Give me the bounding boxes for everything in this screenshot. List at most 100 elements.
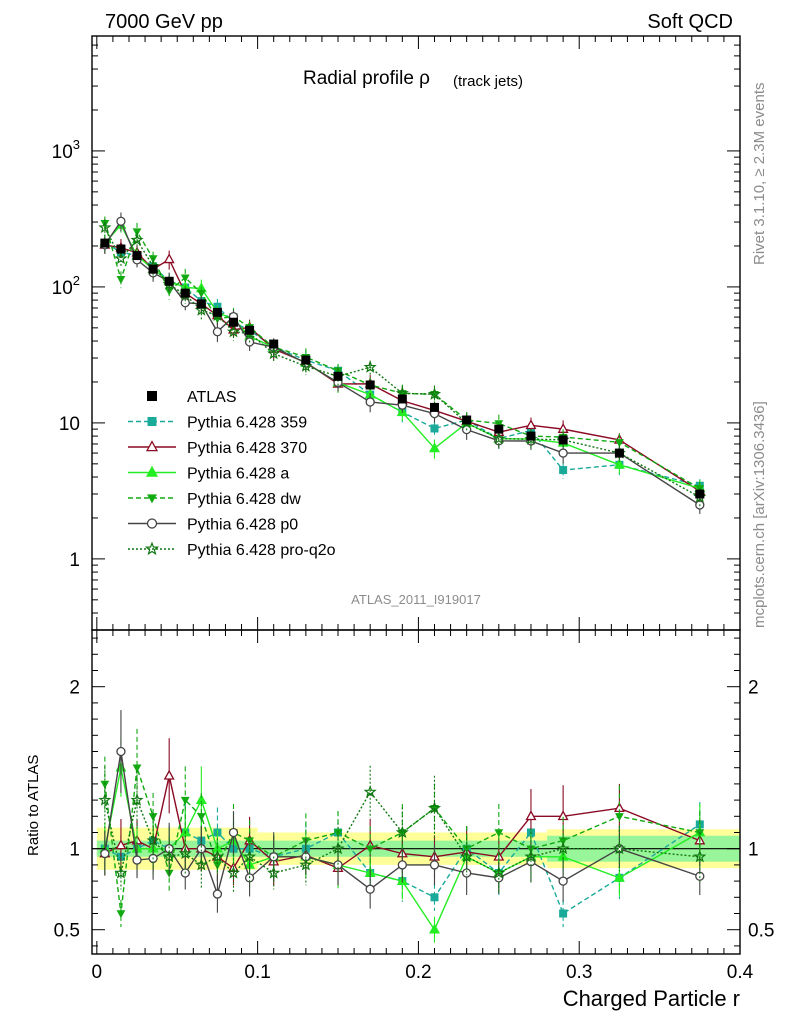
legend-marker [146,518,158,529]
data-point-ratio [492,866,506,879]
ratio-y-tick-label: 1 [69,840,80,861]
data-point-ratio [427,801,442,814]
legend-marker [145,440,159,452]
data-point-ratio [559,909,568,918]
data-point-main [267,346,281,360]
atlas-data-point [333,371,343,381]
legend-entry: Pythia 6.428 370 [128,440,307,457]
legend-entry: Pythia 6.428 p0 [128,517,298,534]
data-point-ratio [115,839,127,850]
series-line-ratio [104,790,700,874]
data-point-ratio [163,769,175,780]
x-tick-label: 0.3 [566,962,592,983]
data-point-ratio [116,746,126,757]
legend-label: Pythia 6.428 pro-q2o [187,542,336,559]
data-point-ratio [524,849,538,863]
series-atlas [100,238,705,499]
data-point-ratio [243,849,257,863]
x-tick-label: 0 [92,962,103,983]
data-point-ratio [429,860,440,870]
data-point-main [613,458,625,469]
atlas-data-point [164,276,174,286]
data-point-ratio [363,785,377,798]
data-point-main [299,359,313,372]
atlas-data-point [116,244,126,254]
data-point-ratio [556,841,570,855]
data-point-main [615,439,624,448]
atlas-data-point [148,264,158,274]
data-point-ratio [615,813,624,822]
legend-entry: Pythia 6.428 a [128,466,289,483]
data-point-ratio [397,860,407,870]
data-point-ratio [162,849,176,863]
data-point-ratio [693,849,707,863]
atlas-data-point [365,380,375,390]
data-point-main [558,448,568,458]
data-point-ratio [98,793,112,806]
atlas-data-point [132,251,142,261]
data-point-main [492,431,506,445]
data-point-ratio [365,845,375,854]
data-point-main [164,287,174,296]
legend-label: Pythia 6.428 370 [187,440,307,457]
data-point-ratio [132,764,142,773]
header-left: 7000 GeV pp [105,11,223,33]
data-point-ratio [100,848,110,859]
atlas-data-point [526,431,536,441]
data-point-ratio [116,910,126,919]
x-tick-label: 0.1 [244,962,270,983]
atlas-data-point [494,424,504,434]
data-point-main [363,360,377,373]
data-point-ratio [613,871,625,882]
data-point-ratio [612,841,626,855]
y-tick-label: 10 [59,414,80,435]
ratio-y-tick-label-right: 1 [748,840,759,861]
data-point-ratio [130,793,144,806]
atlas-data-point [429,402,439,412]
data-point-ratio [299,858,313,871]
legend-label: Pythia 6.428 359 [187,415,307,432]
data-point-main [212,327,223,337]
data-point-ratio [146,833,160,847]
series-line-main [104,242,700,487]
legend-marker [144,541,160,556]
data-point-main [98,220,112,234]
legend-entry: Pythia 6.428 359 [128,415,307,432]
legend-entry: Pythia 6.428 dw [128,491,301,508]
atlas-data-point [695,489,705,499]
legend-label: Pythia 6.428 a [187,466,289,483]
ratio-y-tick-label-right: 0.5 [748,921,774,942]
data-point-main [226,324,241,338]
data-point-ratio [525,810,537,821]
data-point-ratio [558,876,568,886]
data-point-ratio [395,825,409,839]
data-point-main [180,298,190,308]
data-point-main [196,289,206,298]
data-point-main [114,251,128,265]
series-1 [99,237,706,889]
mcplots-label: mcplots.cern.ch [arXiv:1306.3436] [751,401,768,628]
atlas-data-point [462,415,472,425]
data-point-main [180,274,190,283]
data-point-main [427,387,442,400]
chart-subtitle: (track jets) [453,73,523,90]
analysis-id: ATLAS_2011_I919017 [351,592,481,607]
rivet-label: Rivet 3.1.10, ≥ 2.3M events [751,83,768,266]
data-point-ratio [180,796,190,805]
legend-marker [145,465,159,477]
legend-entry: ATLAS [147,389,237,406]
atlas-data-point [245,325,255,335]
data-point-ratio [430,893,439,902]
legend-entry: Pythia 6.428 pro-q2o [128,541,336,559]
atlas-data-point [301,355,311,365]
atlas-data-point [397,394,407,404]
legend-label: Pythia 6.428 p0 [187,517,298,534]
legend-marker [147,494,157,504]
atlas-data-point [558,435,568,445]
ratio-y-tick-label: 0.5 [54,921,80,942]
data-point-main [525,419,537,430]
atlas-data-point [196,299,206,309]
data-point-ratio [365,884,375,894]
atlas-data-point [614,448,624,458]
data-point-ratio [460,849,474,863]
